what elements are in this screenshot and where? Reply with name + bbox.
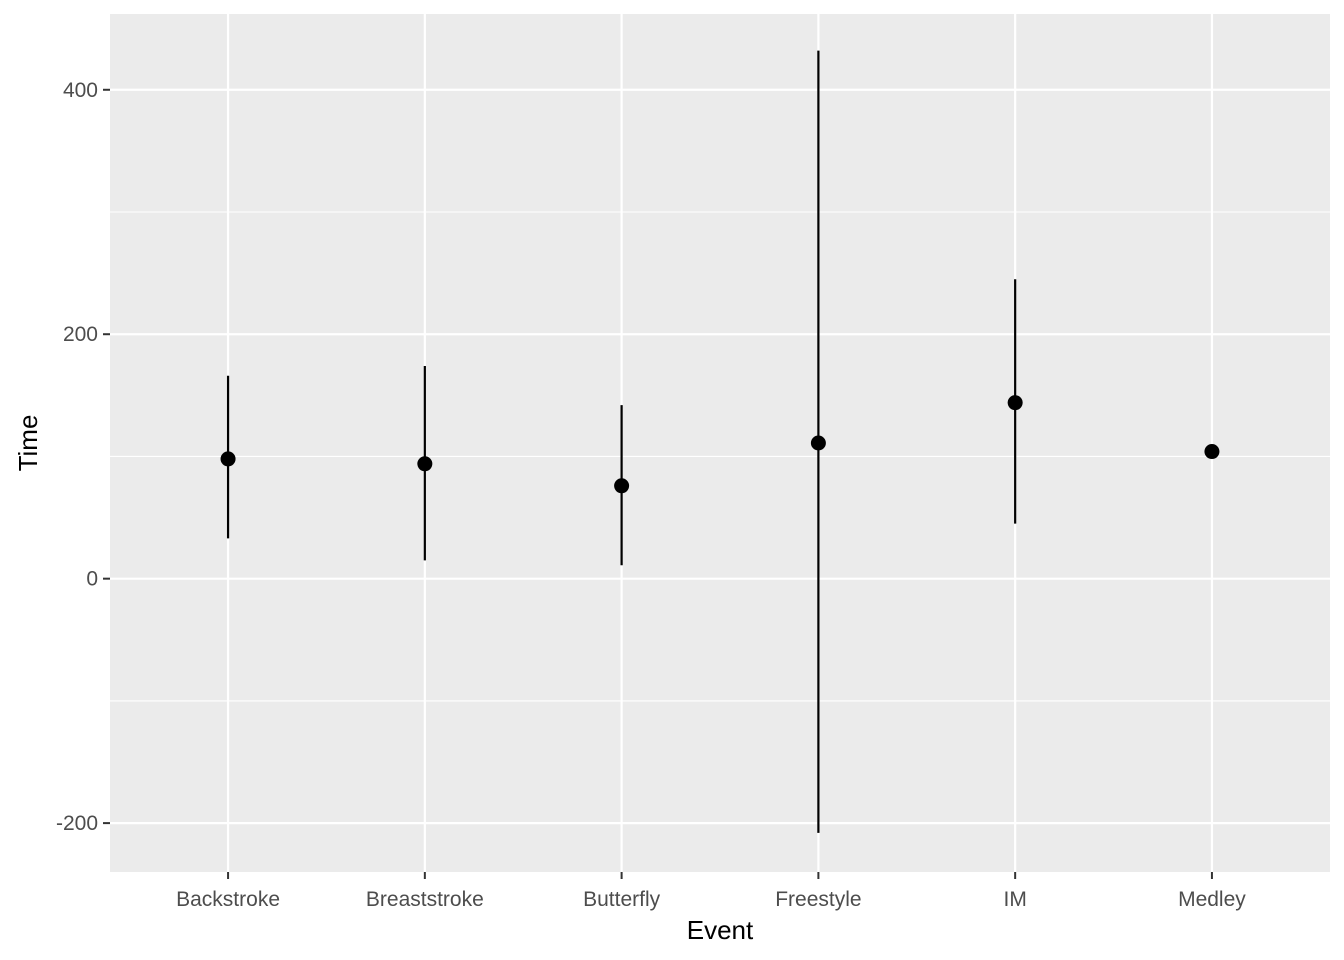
x-axis-title: Event <box>687 915 754 945</box>
y-tick-label: 200 <box>63 323 98 346</box>
x-tick-label: Medley <box>1178 888 1246 911</box>
y-tick-label: -200 <box>56 812 98 835</box>
y-axis-title: Time <box>13 415 43 472</box>
point-im <box>1007 395 1023 411</box>
x-tick-label: Backstroke <box>176 888 280 911</box>
point-backstroke <box>220 451 236 467</box>
point-butterfly <box>614 478 630 494</box>
x-tick-label: Butterfly <box>583 888 661 911</box>
minor-gridlines <box>110 211 1330 702</box>
x-axis: Backstroke Breaststroke Butterfly Freestyle… <box>176 872 1246 911</box>
x-tick-label: Freestyle <box>775 888 861 911</box>
y-tick-label: 400 <box>63 79 98 102</box>
point-breaststroke <box>417 456 433 472</box>
data-marks <box>220 50 1220 833</box>
x-tick-label: Breaststroke <box>366 888 484 911</box>
y-tick-label: 0 <box>86 568 98 591</box>
plot-panel <box>110 14 1330 872</box>
point-freestyle <box>810 435 826 451</box>
x-tick-label: IM <box>1003 888 1026 911</box>
y-axis: -200 0 200 400 <box>56 79 110 835</box>
point-medley <box>1204 444 1220 460</box>
